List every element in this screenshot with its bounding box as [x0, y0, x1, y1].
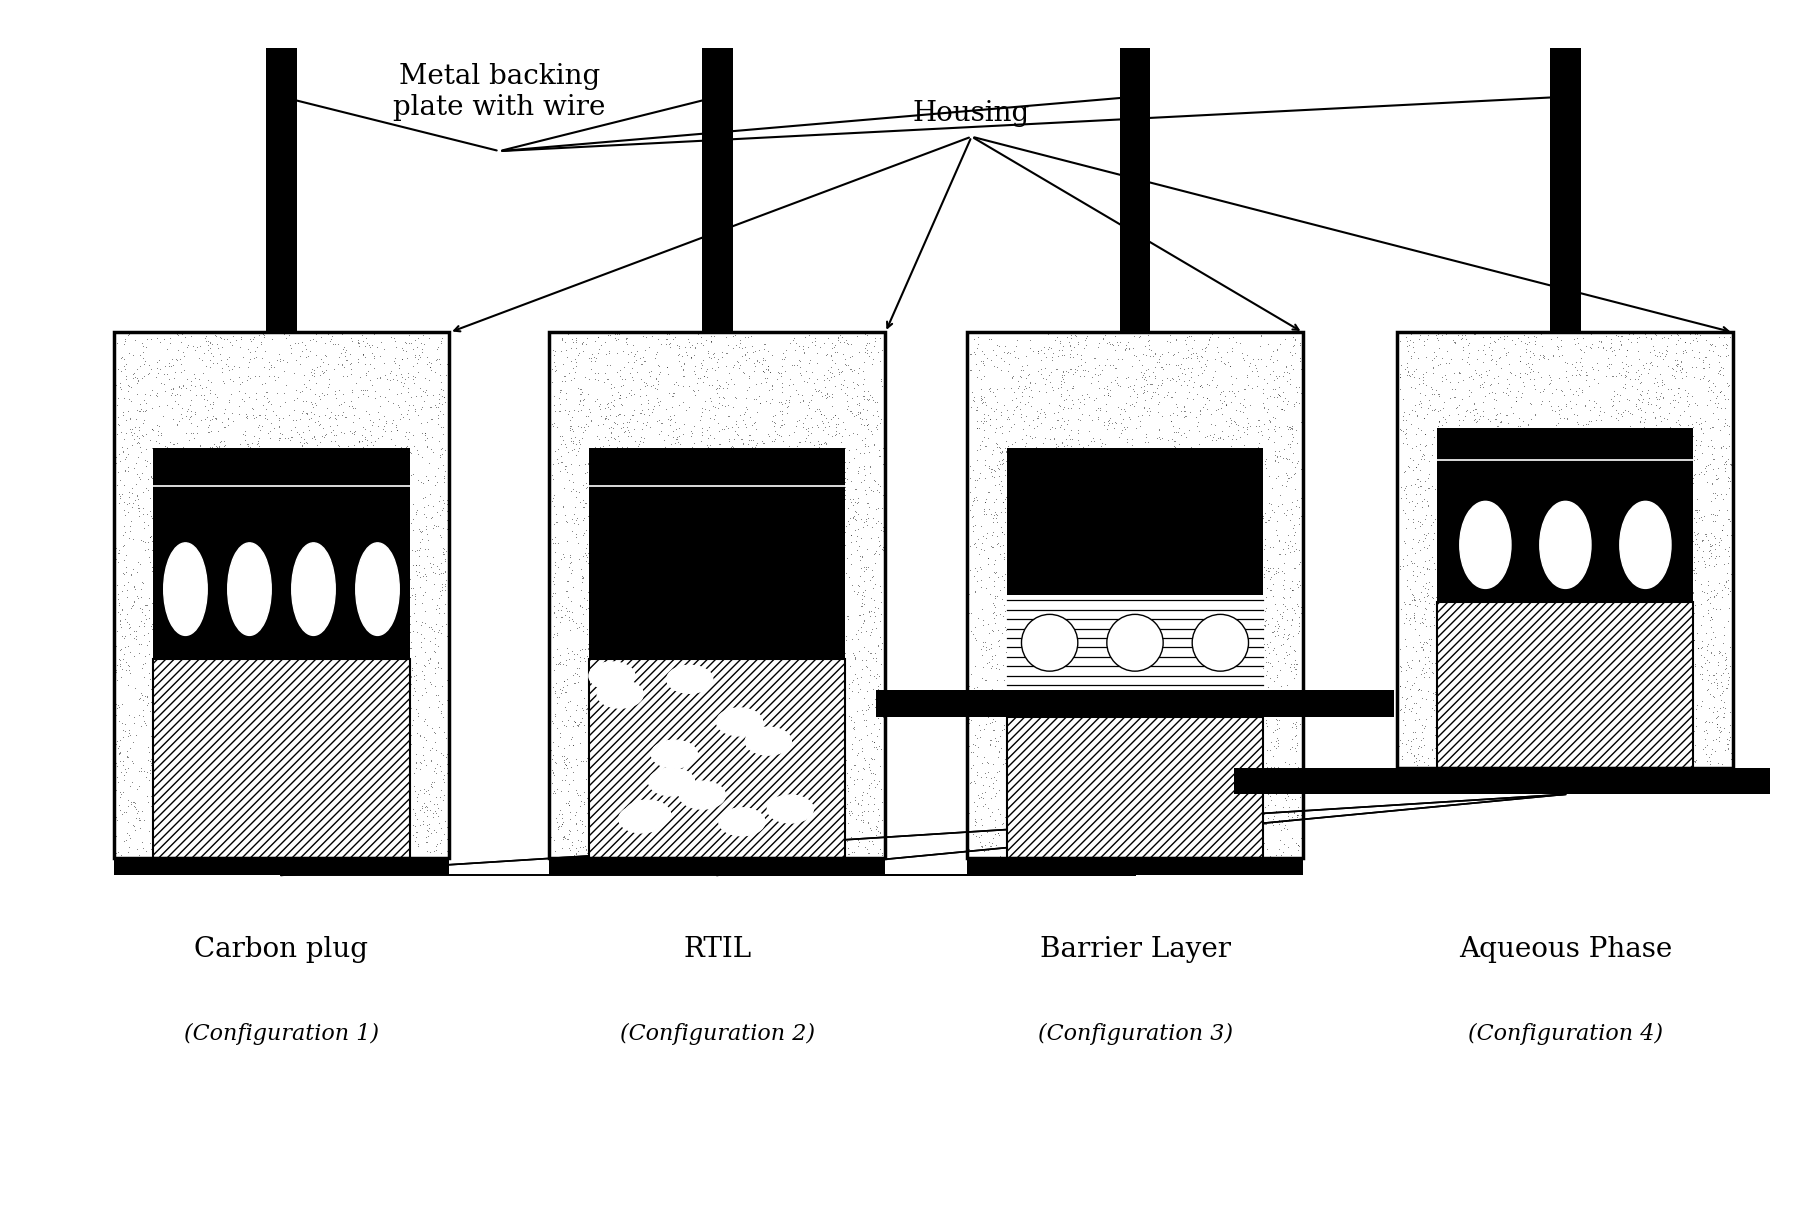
Ellipse shape [619, 805, 665, 833]
Text: Barrier Layer: Barrier Layer [1039, 936, 1231, 962]
Text: Aqueous Phase: Aqueous Phase [1458, 936, 1673, 962]
Text: (Configuration 4): (Configuration 4) [1467, 1023, 1663, 1045]
Ellipse shape [1540, 502, 1591, 589]
Ellipse shape [1106, 614, 1164, 671]
Ellipse shape [745, 727, 792, 756]
Bar [1119, 48, 1151, 332]
Bar [1006, 717, 1264, 858]
Ellipse shape [597, 681, 643, 708]
Ellipse shape [227, 543, 271, 636]
Bar [265, 48, 296, 332]
Bar [703, 48, 734, 332]
Ellipse shape [1191, 614, 1249, 671]
Bar [153, 449, 410, 659]
Bar [550, 858, 886, 875]
Text: (Configuration 2): (Configuration 2) [619, 1023, 815, 1045]
Bar [113, 332, 450, 858]
Bar [590, 659, 846, 858]
Ellipse shape [652, 740, 697, 768]
Bar [1006, 449, 1264, 596]
Bar [1006, 596, 1264, 690]
Ellipse shape [1460, 502, 1511, 589]
Bar [1551, 48, 1582, 332]
Bar [1235, 768, 1771, 794]
Ellipse shape [1620, 502, 1671, 589]
Ellipse shape [648, 768, 696, 796]
Bar [113, 858, 450, 875]
Bar [968, 332, 1304, 858]
Bar [1438, 428, 1694, 602]
Text: (Configuration 3): (Configuration 3) [1037, 1023, 1233, 1045]
Ellipse shape [1021, 614, 1079, 671]
Text: RTIL: RTIL [683, 936, 752, 962]
Ellipse shape [768, 796, 814, 823]
Bar [550, 332, 886, 858]
Ellipse shape [292, 543, 336, 636]
Bar [590, 449, 846, 659]
Ellipse shape [163, 543, 207, 636]
Bar [1438, 602, 1694, 768]
Ellipse shape [717, 708, 763, 736]
Text: Housing: Housing [913, 100, 1030, 127]
Bar [113, 332, 450, 858]
Ellipse shape [719, 808, 765, 835]
Ellipse shape [588, 663, 636, 690]
Bar [1398, 332, 1732, 768]
Text: Carbon plug: Carbon plug [194, 936, 369, 962]
Ellipse shape [666, 665, 714, 693]
Bar [968, 332, 1304, 858]
Bar [550, 332, 886, 858]
Text: (Configuration 1): (Configuration 1) [183, 1023, 380, 1045]
Bar [153, 659, 410, 858]
Ellipse shape [625, 800, 670, 828]
Ellipse shape [679, 781, 725, 809]
Ellipse shape [356, 543, 400, 636]
Bar [877, 690, 1395, 717]
Bar [968, 858, 1304, 875]
Bar [1398, 332, 1732, 768]
Text: Metal backing
plate with wire: Metal backing plate with wire [394, 63, 605, 121]
